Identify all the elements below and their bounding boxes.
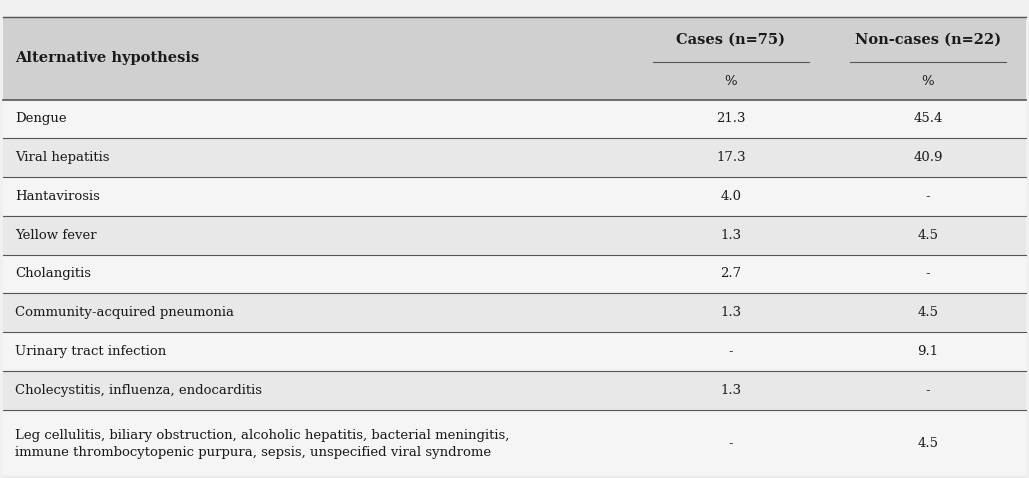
Text: 4.5: 4.5 [918,228,938,242]
Text: 2.7: 2.7 [720,268,742,281]
Text: 45.4: 45.4 [914,112,943,126]
Text: Community-acquired pneumonia: Community-acquired pneumonia [15,306,234,319]
Text: Hantavirosis: Hantavirosis [15,190,100,203]
Bar [3,216,1026,255]
Bar [3,177,1026,216]
Bar [3,255,1026,293]
Text: 4.5: 4.5 [918,437,938,450]
Text: 1.3: 1.3 [720,228,742,242]
Text: 17.3: 17.3 [716,151,746,164]
Text: Alternative hypothesis: Alternative hypothesis [15,51,200,65]
Text: 4.0: 4.0 [720,190,742,203]
Text: Yellow fever: Yellow fever [15,228,97,242]
Text: Viral hepatitis: Viral hepatitis [15,151,109,164]
Bar [3,410,1026,478]
Text: 1.3: 1.3 [720,384,742,397]
Text: -: - [926,268,930,281]
Text: 40.9: 40.9 [913,151,943,164]
Text: 4.5: 4.5 [918,306,938,319]
Text: Dengue: Dengue [15,112,67,126]
Text: %: % [922,75,934,88]
Text: -: - [926,384,930,397]
Text: Cholecystitis, influenza, endocarditis: Cholecystitis, influenza, endocarditis [15,384,262,397]
Text: -: - [926,190,930,203]
Text: Urinary tract infection: Urinary tract infection [15,345,167,358]
Text: -: - [729,437,734,450]
Text: 1.3: 1.3 [720,306,742,319]
Text: Leg cellulitis, biliary obstruction, alcoholic hepatitis, bacterial meningitis,
: Leg cellulitis, biliary obstruction, alc… [15,429,509,459]
Text: -: - [729,345,734,358]
Text: Non-cases (n=22): Non-cases (n=22) [855,33,1001,46]
Bar [3,17,1026,99]
Text: %: % [724,75,737,88]
Bar [3,332,1026,371]
Bar [3,99,1026,138]
Text: Cases (n=75): Cases (n=75) [676,33,785,46]
Bar [3,138,1026,177]
Text: Cholangitis: Cholangitis [15,268,91,281]
Text: 21.3: 21.3 [716,112,746,126]
Bar [3,371,1026,410]
Text: 9.1: 9.1 [918,345,938,358]
Bar [3,293,1026,332]
